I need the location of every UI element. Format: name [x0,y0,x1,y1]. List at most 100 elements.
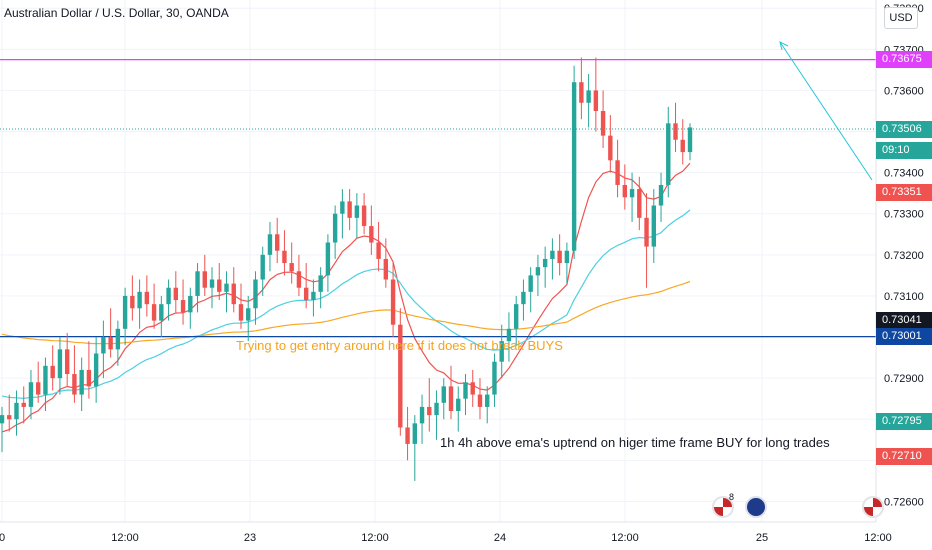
candle-body [398,324,403,428]
horizontal-lines[interactable] [0,58,876,338]
candle-body [666,123,671,185]
ema-mid-line [1,209,691,400]
candle-body [506,328,512,342]
candle-body [673,123,678,140]
candle-body [427,406,432,416]
price-badge: 0.73351 [876,184,932,202]
time-axis[interactable]: 0 12:00 23 12:00 24 12:00 25 12:00 [0,532,892,544]
candle-body [369,226,374,243]
candle-body [64,349,70,375]
price-tick-label: 0.73400 [884,168,924,180]
candle-body [651,205,656,247]
candle-body [224,283,229,292]
candle-body [637,189,642,218]
candle-body [21,402,26,407]
candle-body [463,382,468,399]
candle-body [173,287,179,301]
candle-body [275,234,280,251]
candle-body [376,242,381,259]
candle-body [260,254,265,280]
candle-body [499,341,504,362]
candle-body [202,271,207,288]
entry-note[interactable]: Trying to get entry around here if it do… [236,338,563,353]
us-flag-event-icon-right[interactable] [862,496,884,518]
currency-button[interactable]: USD [884,7,918,29]
time-tick-label: 24 [494,532,506,544]
candle-body [347,201,352,218]
candle-body [217,279,222,292]
candle-body [282,250,287,264]
candle-body [579,82,584,103]
candle-body [93,353,99,387]
price-tick-label: 0.73100 [884,291,924,303]
candle-body [7,415,12,420]
candle-body [571,82,577,251]
candle-body [390,279,396,325]
time-tick-label: 12:00 [864,532,892,544]
candle-body [166,287,171,305]
candle-body [137,291,142,309]
candle-body [115,328,121,350]
candle-body [340,201,345,214]
candle-body [383,258,389,280]
au-flag-event-icon[interactable] [745,496,767,518]
candle-body [311,291,316,301]
trend-arrow-line[interactable] [779,41,873,181]
candle-body [195,271,200,296]
candle-body [513,304,519,329]
candle-body [405,427,410,444]
candle-body [72,374,77,395]
candle-body [528,275,533,292]
candle-body [86,369,92,387]
candle-body [296,271,302,288]
candle-body [485,394,490,407]
candle-body [470,382,475,395]
candle-body [608,135,613,161]
candle-body [238,304,244,321]
candle-body [36,382,41,395]
candle-body [521,291,526,305]
time-tick-label: 12:00 [361,532,389,544]
price-tick-label: 0.72900 [884,373,924,385]
price-badge: 0.72710 [876,447,932,465]
candle-body [325,242,331,276]
candle-body [644,217,649,247]
price-badge: 0.73675 [876,51,932,69]
candle-body [622,184,628,198]
trend-note[interactable]: 1h 4h above ema's uptrend on higer time … [440,435,830,450]
candle-body [231,283,236,305]
price-badge: 0.73041 [876,311,932,329]
price-badge: 0.73001 [876,328,932,346]
candle-body [615,160,620,185]
candle-body [448,386,454,412]
event-count: 8 [729,492,735,502]
candle-body [412,423,417,444]
candle-body [50,365,55,379]
candle-body [180,300,186,313]
candle-body [332,213,338,243]
candle-body [108,337,113,350]
time-tick-label: 12:00 [611,532,639,544]
candle-body [456,398,461,412]
time-tick-label: 0 [0,532,5,544]
chart-title: Australian Dollar / U.S. Dollar, 30, OAN… [4,6,229,20]
candle-body [0,415,5,424]
candle-body [600,110,606,136]
candle-body [535,267,541,276]
candle-body [246,308,251,321]
candle-body [209,279,215,288]
price-badge: 09:10 [876,141,932,159]
price-tick-label: 0.73300 [884,209,924,221]
candle-body [253,279,258,309]
candle-body [658,184,664,206]
candle-body [680,139,685,153]
trend-arrow-head [779,41,789,51]
candle-body [267,234,273,255]
candle-body [361,205,367,227]
candle-body [57,349,63,379]
candle-body [441,386,446,403]
candle-body [303,287,309,301]
us-flag-event-icon[interactable] [712,496,734,518]
